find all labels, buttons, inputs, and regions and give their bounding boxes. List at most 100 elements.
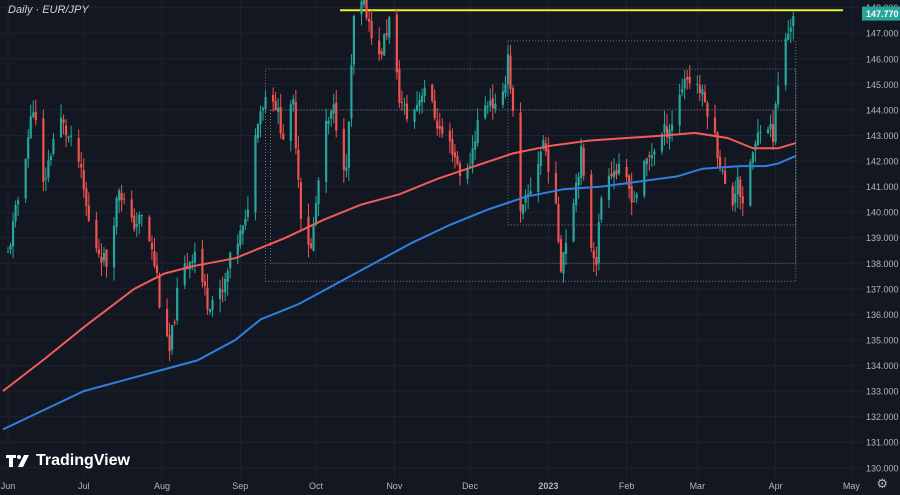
candle-body (158, 276, 161, 308)
ma-200-line (2, 131, 797, 392)
candle-body (87, 205, 90, 221)
x-tick-label: Sep (232, 481, 248, 491)
candle-body (739, 179, 742, 198)
candle-body (539, 151, 542, 166)
candle-body (120, 193, 123, 201)
last-price-badge (862, 6, 900, 21)
candle-body (292, 98, 295, 105)
candle-body (458, 163, 462, 177)
candle-body (236, 243, 239, 255)
y-tick-label: 130.000 (866, 463, 899, 473)
x-tick-label: 2023 (538, 481, 558, 491)
candle-body (716, 132, 719, 159)
candle-body (751, 152, 754, 163)
candle-body (398, 69, 401, 103)
candle-body (660, 133, 664, 152)
tradingview-logo[interactable]: TradingView (6, 452, 130, 470)
x-tick-label: Dec (462, 481, 479, 491)
candle-body (468, 165, 472, 167)
candle-body (415, 105, 419, 111)
candle-body (140, 215, 143, 217)
candle-body (362, 0, 366, 5)
candle-body (317, 180, 320, 205)
candle-body (650, 155, 653, 159)
y-tick-label: 147.000 (866, 29, 899, 39)
candle-body (360, 1, 363, 15)
candle-body (67, 136, 70, 139)
candle-body (421, 95, 424, 103)
candle-body (264, 97, 267, 109)
candle-body (522, 204, 525, 214)
x-tick-label: Aug (154, 481, 170, 491)
candle-body (123, 198, 126, 200)
candle-body (32, 112, 35, 117)
candle-body (615, 169, 618, 175)
candle-body (418, 99, 421, 106)
candle-body (436, 120, 439, 129)
candle-body (648, 155, 651, 157)
candle-body (14, 204, 17, 222)
candle-body (554, 172, 558, 204)
candle-body (734, 193, 737, 203)
candle-body (272, 94, 275, 102)
candle-body (665, 126, 669, 138)
candle-body (580, 145, 583, 178)
candle-body (696, 84, 699, 86)
candle-body (590, 174, 593, 249)
candle-body (736, 176, 739, 195)
candle-body (597, 222, 600, 264)
candle-body (486, 105, 489, 108)
candle-body (173, 322, 176, 324)
candle-body (681, 89, 684, 93)
candle-body (592, 250, 595, 258)
candle-body (471, 148, 474, 165)
candle-body (456, 156, 459, 164)
candle-body (701, 89, 704, 95)
candle-body (148, 216, 151, 242)
candle-body (191, 261, 194, 264)
candle-body (9, 245, 12, 250)
candle-body (49, 156, 53, 161)
candle-body (244, 218, 247, 226)
x-tick-label: Jul (78, 481, 90, 491)
candle-body (138, 214, 141, 224)
candle-body (239, 230, 242, 246)
candle-body (721, 170, 724, 172)
candle-body (327, 120, 330, 124)
x-tick-label: Mar (690, 481, 706, 491)
candle-body (559, 239, 563, 272)
y-tick-label: 138.000 (866, 259, 899, 269)
range-box (507, 40, 797, 226)
settings-gear-icon[interactable]: ⚙ (876, 477, 888, 492)
candle-body (229, 252, 232, 269)
candle-body (484, 105, 487, 118)
candle-body (347, 121, 350, 168)
candle-body (256, 123, 260, 139)
candle-body (176, 287, 179, 321)
candle-body (537, 164, 540, 193)
candle-body (562, 252, 565, 274)
candle-body (342, 128, 345, 170)
candle-body (59, 117, 63, 138)
candle-body (62, 119, 65, 123)
candle-body (741, 196, 744, 204)
candle-body (246, 209, 249, 217)
x-tick-label: Jun (1, 481, 16, 491)
candle-body (102, 252, 106, 261)
candle-body (400, 102, 403, 104)
candle-body (259, 111, 262, 125)
candle-body (367, 18, 371, 22)
y-tick-label: 131.000 (866, 438, 899, 448)
candle-body (155, 265, 159, 274)
candle-body (718, 156, 722, 168)
candle-body (261, 108, 265, 111)
candle-body (241, 225, 244, 234)
candle-body (524, 195, 527, 203)
candle-body (504, 84, 507, 94)
candle-body (165, 309, 169, 336)
candle-body (754, 143, 757, 151)
candle-body (731, 186, 734, 206)
candle-body (378, 40, 381, 55)
